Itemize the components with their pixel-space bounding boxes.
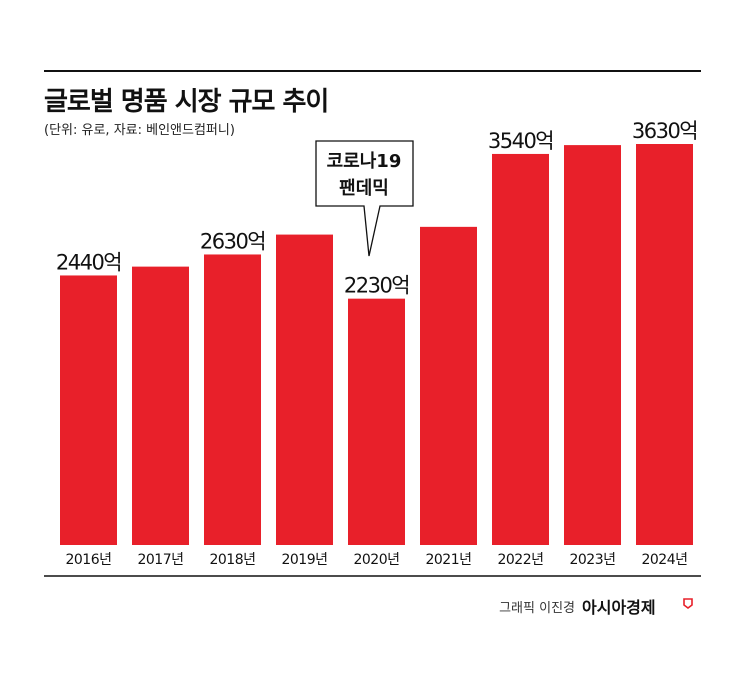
bar-2023년 [564, 145, 621, 546]
bar-2017년 [132, 266, 189, 545]
bar-2019년 [276, 234, 333, 545]
bar-2018년 [204, 254, 261, 545]
tick-label-2017년: 2017년 [137, 552, 183, 568]
tick-label-2022년: 2022년 [497, 552, 543, 568]
callout-box [315, 140, 414, 257]
chart-subtitle: (단위: 유로, 자료: 베인앤드컴퍼니) [44, 123, 235, 138]
bar-2020년 [348, 298, 405, 545]
tick-label-2023년: 2023년 [569, 552, 615, 568]
tick-label-2024년: 2024년 [641, 552, 687, 568]
callout-line-2: 팬데믹 [339, 178, 389, 199]
graphic-credit: 그래픽 이진경 [499, 601, 575, 616]
tick-label-2021년: 2021년 [425, 552, 471, 568]
bar-2021년 [420, 226, 477, 545]
data-label-2020년: 2230억 [344, 274, 409, 298]
data-label-2024년: 3630억 [632, 119, 697, 143]
tick-label-2020년: 2020년 [353, 552, 399, 568]
tick-label-2019년: 2019년 [281, 552, 327, 568]
callout-pandemic: 코로나19 팬데믹 [315, 140, 414, 257]
bars-group [60, 144, 693, 546]
bar-2016년 [60, 275, 117, 545]
tick-labels-group: 2016년 2017년 2018년 2019년 2020년 2021년 2022년 2023년… [65, 552, 688, 568]
data-label-2018년: 2630억 [200, 229, 265, 253]
callout-line-1: 코로나19 [327, 151, 402, 172]
tick-label-2018년: 2018년 [209, 552, 255, 568]
brand-mark-icon [683, 598, 693, 609]
chart-title: 글로벌 명품 시장 규모 추이 [44, 87, 328, 117]
data-label-2016년: 2440억 [56, 250, 121, 274]
data-labels-group: 2440억 2630억 2230억 3540억 3630억 [56, 119, 699, 298]
brand-logo: 아시아경제 [582, 598, 656, 617]
data-label-2022년: 3540억 [488, 129, 553, 153]
bar-2022년 [492, 153, 549, 546]
tick-label-2016년: 2016년 [65, 552, 111, 568]
bar-2024년 [636, 144, 693, 545]
